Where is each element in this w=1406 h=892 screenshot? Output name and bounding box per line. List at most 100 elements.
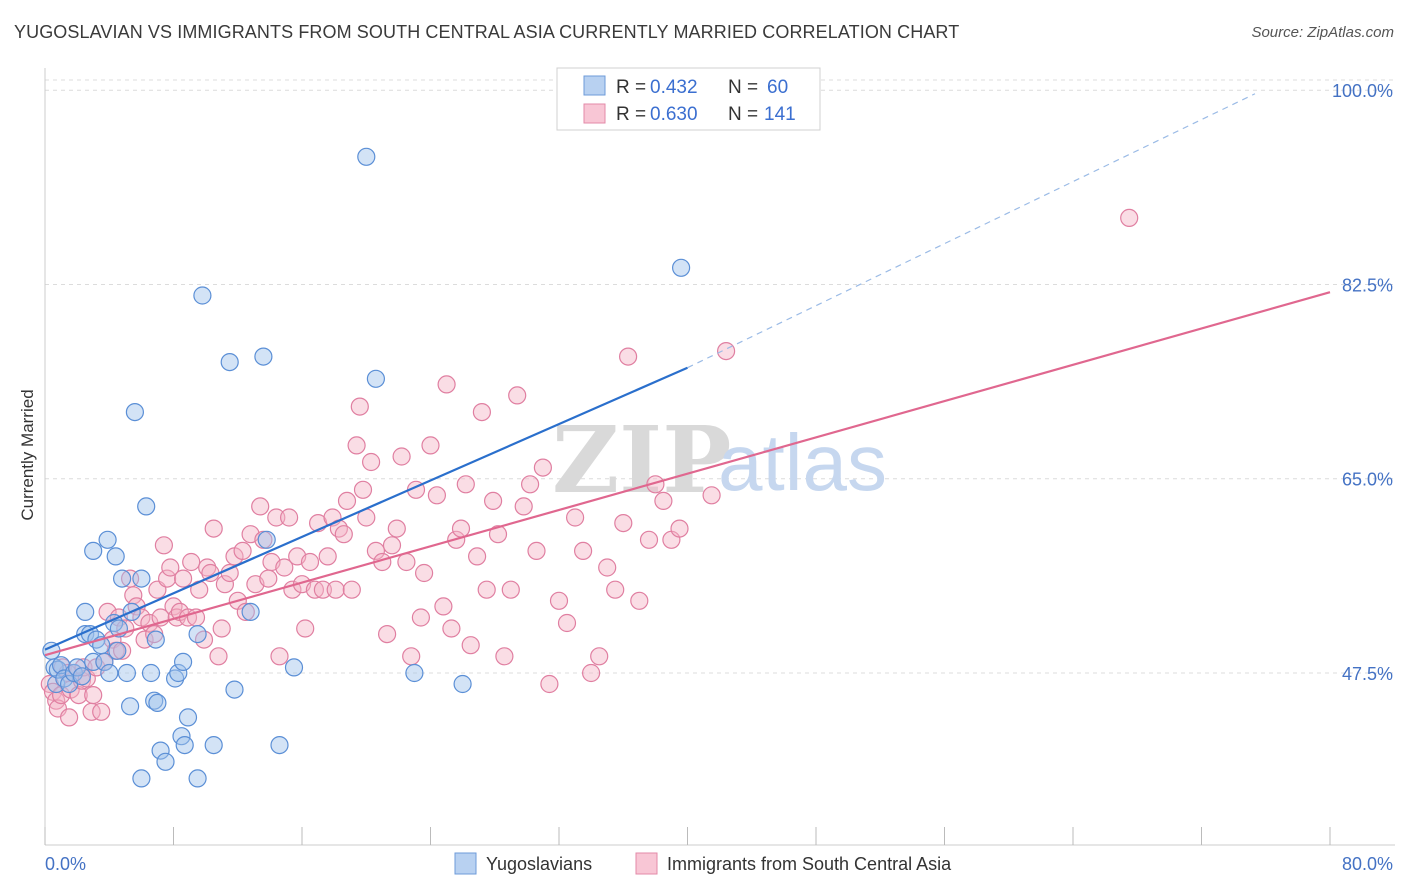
top-legend: R = 0.432 N = 60 R = 0.630 N = 141 xyxy=(556,67,821,131)
yugoslavians-point-52 xyxy=(257,530,276,549)
trend-lines xyxy=(44,93,1331,657)
yugoslavians-point-18 xyxy=(98,530,117,549)
immigrants-point-111 xyxy=(488,525,508,544)
immigrants-point-77 xyxy=(326,580,345,599)
immigrants-point-56 xyxy=(236,602,255,622)
yugoslavians-point-34 xyxy=(146,630,165,649)
immigrants-point-51 xyxy=(215,575,234,594)
legend-r-value-blue: 0.432 xyxy=(650,77,698,98)
yugoslavians-point-59 xyxy=(671,258,691,277)
bottom-legend-swatch-pink xyxy=(635,852,658,875)
immigrants-point-66 xyxy=(280,508,299,527)
immigrants-point-19 xyxy=(98,602,117,622)
immigrants-point-105 xyxy=(456,475,475,494)
immigrants-point-55 xyxy=(233,541,252,561)
immigrants-point-125 xyxy=(590,647,609,666)
immigrants-point-123 xyxy=(573,541,593,561)
immigrants-point-65 xyxy=(275,558,294,577)
trend-line-yugoslavians xyxy=(44,366,688,651)
immigrants-point-91 xyxy=(387,519,406,538)
yugoslavians-point-25 xyxy=(117,663,137,683)
trend-line-yugoslavians-extension xyxy=(687,93,1256,369)
immigrants-point-35 xyxy=(158,569,177,588)
yugoslavians-point-50 xyxy=(241,602,260,622)
immigrants-point-61 xyxy=(259,569,278,588)
bottom-legend: Yugoslavians Immigrants from South Centr… xyxy=(454,852,952,875)
immigrants-point-90 xyxy=(382,536,402,555)
immigrants-point-96 xyxy=(411,608,430,627)
yugoslavians-point-5 xyxy=(55,669,74,688)
immigrants-point-110 xyxy=(484,491,503,510)
yugoslavians-point-39 xyxy=(169,663,188,683)
immigrants-point-34 xyxy=(154,536,173,555)
chart-title: YUGOSLAVIAN VS IMMIGRANTS FROM SOUTH CEN… xyxy=(14,22,960,42)
immigrants-point-117 xyxy=(527,541,546,561)
yugoslavians-point-38 xyxy=(166,669,185,688)
yugoslavians-point-58 xyxy=(453,674,472,694)
yugoslavians-point-54 xyxy=(284,658,304,677)
yugoslavians-point-30 xyxy=(132,569,151,588)
trend-line-immigrants xyxy=(44,291,1331,657)
axes xyxy=(44,68,1395,846)
immigrants-point-97 xyxy=(415,563,434,583)
immigrants-point-42 xyxy=(182,552,201,572)
yugoslavians-point-24 xyxy=(112,569,132,588)
yugoslavians-point-53 xyxy=(270,735,289,755)
immigrants-point-15 xyxy=(84,685,103,705)
immigrants-point-93 xyxy=(397,552,416,572)
legend-n-label-pink: N = xyxy=(728,104,758,125)
immigrants-point-99 xyxy=(427,486,446,505)
immigrants-point-121 xyxy=(557,613,577,633)
yugoslavians-point-51 xyxy=(254,347,273,366)
legend-swatch-blue xyxy=(583,75,606,96)
x-tick-label-min: 0.0% xyxy=(45,854,86,874)
immigrants-point-92 xyxy=(392,447,411,466)
immigrants-point-87 xyxy=(366,541,385,561)
yugoslavians-point-49 xyxy=(225,680,244,699)
yugoslavians-point-37 xyxy=(156,752,175,771)
immigrants-point-89 xyxy=(378,624,397,644)
immigrants-point-70 xyxy=(296,619,315,638)
immigrants-point-128 xyxy=(614,513,633,533)
immigrants-point-108 xyxy=(472,403,491,422)
immigrants-point-49 xyxy=(209,647,228,666)
legend-r-label-blue: R = xyxy=(616,77,646,98)
immigrants-point-75 xyxy=(318,547,337,566)
immigrants-point-7 xyxy=(59,708,79,727)
immigrants-point-127 xyxy=(606,580,625,599)
yugoslavians-point-17 xyxy=(95,652,114,672)
legend-n-label-blue: N = xyxy=(728,77,758,98)
immigrants-point-79 xyxy=(334,525,353,544)
immigrants-point-94 xyxy=(402,647,421,666)
immigrants-point-133 xyxy=(654,491,673,510)
yugoslavians-point-21 xyxy=(106,547,125,566)
immigrants-point-106 xyxy=(461,636,480,655)
immigrants-point-114 xyxy=(508,386,527,405)
immigrants-point-120 xyxy=(549,591,569,610)
immigrants-point-36 xyxy=(161,558,180,577)
bottom-legend-label-immigrants: Immigrants from South Central Asia xyxy=(667,854,952,874)
immigrants-point-71 xyxy=(300,552,320,572)
legend-r-value-pink: 0.630 xyxy=(650,104,698,125)
series-yugoslavians-points xyxy=(42,147,691,788)
immigrants-point-82 xyxy=(347,436,366,455)
yugoslavians-point-47 xyxy=(204,735,223,755)
legend-n-value-blue: 60 xyxy=(767,77,788,98)
immigrants-point-48 xyxy=(204,519,223,538)
yugoslavians-point-26 xyxy=(121,697,140,716)
immigrants-point-137 xyxy=(716,342,736,361)
yugoslavians-point-35 xyxy=(148,693,167,713)
immigrants-point-74 xyxy=(313,580,332,599)
yugoslavians-point-32 xyxy=(141,663,161,683)
immigrants-point-63 xyxy=(267,508,286,527)
immigrants-point-135 xyxy=(670,519,689,538)
y-tick-label-0: 47.5% xyxy=(1342,664,1393,684)
immigrants-point-40 xyxy=(174,569,193,588)
immigrants-point-107 xyxy=(468,547,487,566)
yugoslavians-point-45 xyxy=(188,624,207,644)
yugoslavians-point-29 xyxy=(132,769,151,788)
y-tick-label-1: 65.0% xyxy=(1342,470,1393,490)
immigrants-point-119 xyxy=(540,674,559,694)
immigrants-point-86 xyxy=(362,452,381,472)
